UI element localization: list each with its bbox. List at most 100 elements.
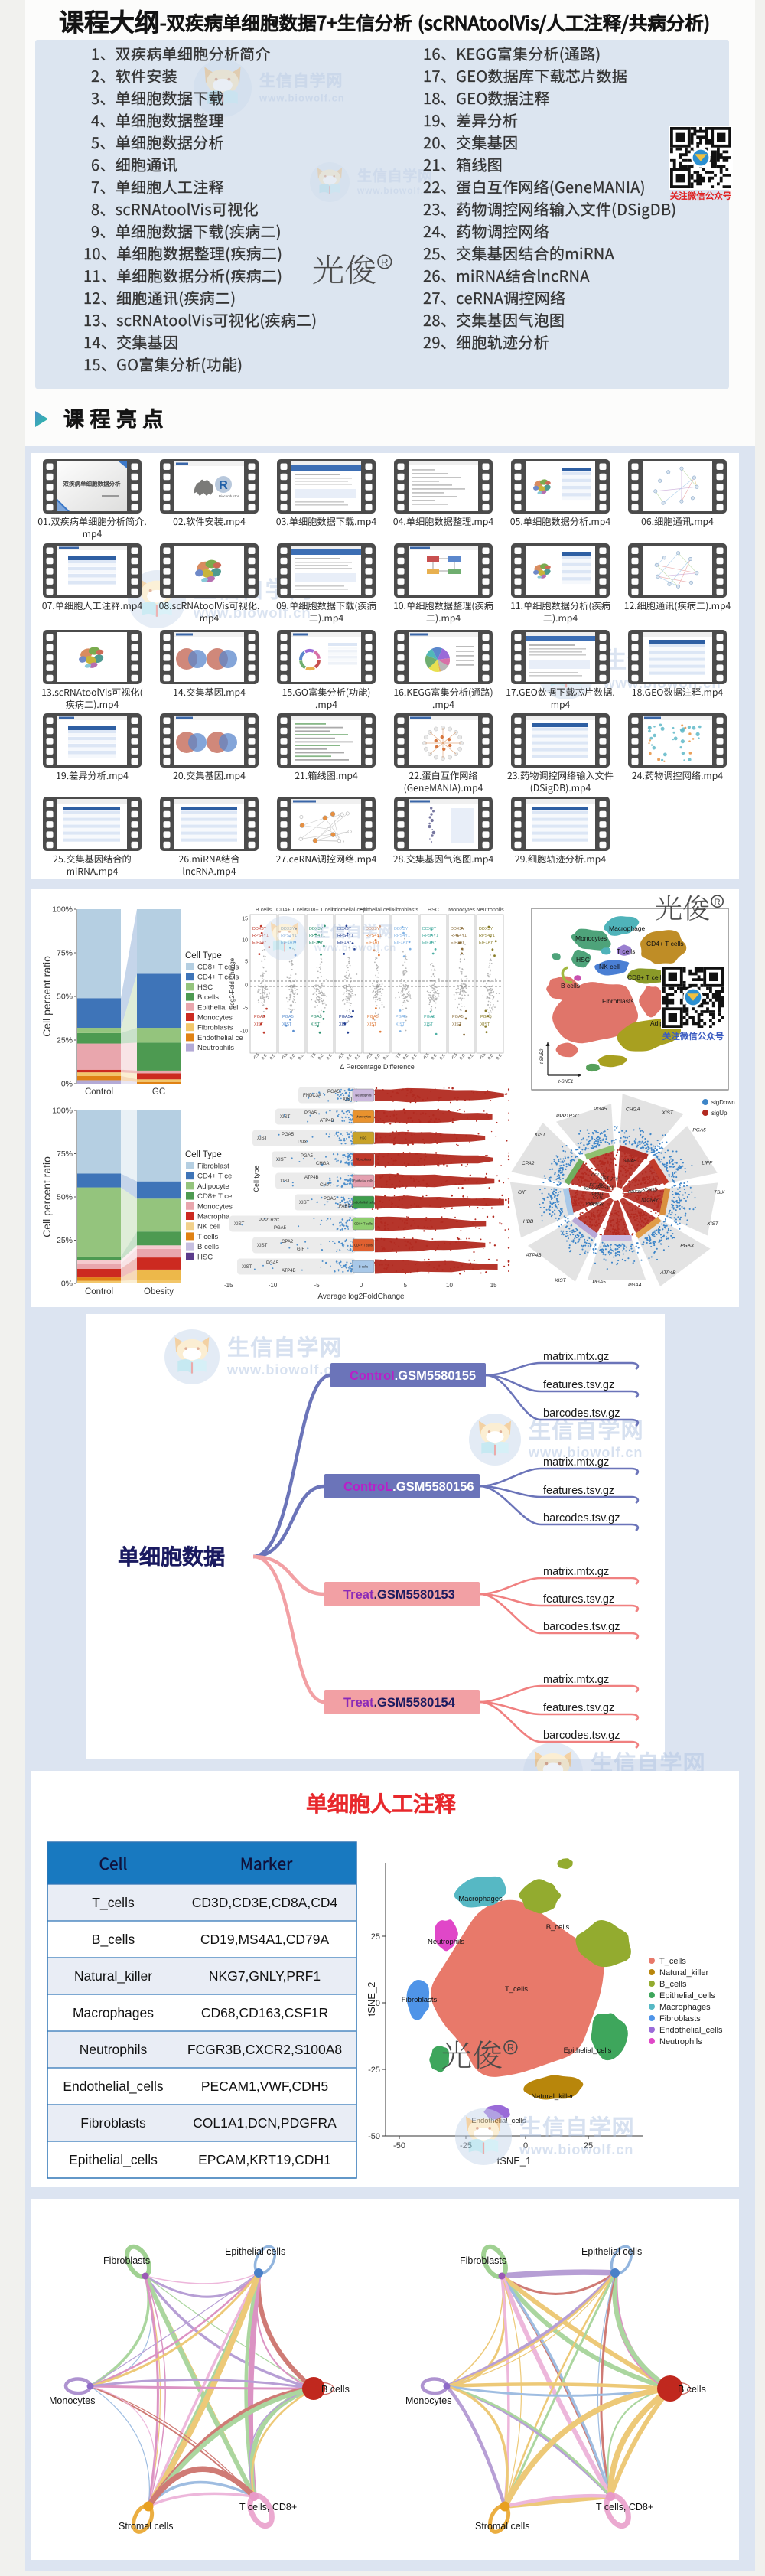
svg-text:features.tsv.gz: features.tsv.gz bbox=[543, 1485, 614, 1497]
svg-text:Fibroblasts: Fibroblasts bbox=[103, 2255, 150, 2266]
svg-text:CCL17: CCL17 bbox=[591, 1173, 605, 1178]
svg-text:XIST: XIST bbox=[480, 1022, 490, 1027]
svg-text:PGA5: PGA5 bbox=[327, 1090, 340, 1094]
svg-text:R: R bbox=[381, 256, 389, 268]
svg-text:Treat.GSM5580154: Treat.GSM5580154 bbox=[343, 1696, 456, 1710]
svg-text:PPP1R2C: PPP1R2C bbox=[556, 1114, 579, 1119]
svg-text:Endothelial cells: Endothelial cells bbox=[352, 1201, 375, 1205]
svg-text:barcodes.tsv.gz: barcodes.tsv.gz bbox=[543, 1407, 620, 1420]
svg-text:-0.5: -0.5 bbox=[422, 1052, 431, 1061]
svg-text:5: 5 bbox=[404, 1282, 408, 1289]
svg-text:TSIX: TSIX bbox=[297, 1140, 307, 1145]
svg-text:FABP4: FABP4 bbox=[339, 1205, 353, 1209]
svg-text:RPS4Y1: RPS4Y1 bbox=[252, 934, 269, 938]
svg-text:Epithelial cells: Epithelial cells bbox=[360, 906, 395, 913]
svg-text:PGA5: PGA5 bbox=[324, 1197, 337, 1202]
svg-text:Control: Control bbox=[85, 1087, 113, 1097]
svg-text:sigDown: sigDown bbox=[711, 1099, 735, 1106]
svg-text:-10: -10 bbox=[269, 1282, 278, 1289]
svg-text:DDX3Y: DDX3Y bbox=[337, 927, 352, 931]
svg-text:T cells: T cells bbox=[197, 1233, 219, 1241]
svg-text:0: 0 bbox=[523, 2141, 528, 2150]
svg-text:Epithelial cells: Epithelial cells bbox=[353, 1179, 374, 1183]
svg-text:PECAM1,VWF,CDH5: PECAM1,VWF,CDH5 bbox=[201, 2079, 328, 2094]
svg-text:B cells: B cells bbox=[561, 982, 580, 990]
svg-text:ControL.GSM5580156: ControL.GSM5580156 bbox=[343, 1480, 474, 1494]
svg-text:PGA5: PGA5 bbox=[452, 1015, 464, 1019]
svg-text:matrix.mtx.gz: matrix.mtx.gz bbox=[543, 1674, 609, 1686]
svg-text:Fibroblasts: Fibroblasts bbox=[460, 2255, 506, 2266]
svg-text:PGA5: PGA5 bbox=[592, 1280, 606, 1285]
svg-text:www.biowolf.cn: www.biowolf.cn bbox=[528, 1445, 643, 1460]
svg-text:B_cells: B_cells bbox=[92, 1932, 135, 1948]
svg-text:RPS4Y1: RPS4Y1 bbox=[366, 934, 382, 938]
svg-text:R: R bbox=[715, 898, 721, 907]
svg-text:100%: 100% bbox=[52, 905, 73, 915]
svg-text:Neutrophils: Neutrophils bbox=[80, 2042, 148, 2057]
svg-text:Monocytes: Monocytes bbox=[197, 1014, 233, 1022]
svg-text:EIF1AY: EIF1AY bbox=[479, 941, 493, 945]
svg-text:Endothelial_cells: Endothelial_cells bbox=[63, 2079, 164, 2095]
svg-text:www.biowolf.cn: www.biowolf.cn bbox=[519, 2142, 633, 2157]
svg-text:RPS4Y1: RPS4Y1 bbox=[586, 1202, 602, 1206]
svg-text:XIST: XIST bbox=[661, 1110, 673, 1116]
svg-text:PGA5: PGA5 bbox=[274, 1226, 287, 1231]
svg-text:-0.5: -0.5 bbox=[479, 1052, 487, 1061]
svg-text:-0.5: -0.5 bbox=[281, 1052, 289, 1061]
svg-text:Fibroblasts: Fibroblasts bbox=[659, 2014, 701, 2023]
svg-text:Bioconductor: Bioconductor bbox=[219, 494, 239, 498]
svg-text:B cells: B cells bbox=[359, 1265, 368, 1269]
svg-text:RPS4Y1: RPS4Y1 bbox=[337, 934, 353, 938]
svg-text:10: 10 bbox=[242, 938, 248, 944]
svg-text:-0.5: -0.5 bbox=[451, 1052, 459, 1061]
svg-text:Control: Control bbox=[85, 1287, 113, 1296]
svg-text:Monocytes: Monocytes bbox=[448, 906, 475, 913]
svg-text:0.5: 0.5 bbox=[439, 1054, 447, 1061]
svg-text:CHGA: CHGA bbox=[316, 1162, 329, 1166]
svg-text:XIST: XIST bbox=[280, 1115, 291, 1120]
svg-text:EPCAM,KRT19,CDH1: EPCAM,KRT19,CDH1 bbox=[198, 2152, 331, 2167]
svg-text:50%: 50% bbox=[57, 993, 73, 1002]
svg-text:T cells: T cells bbox=[617, 947, 635, 955]
svg-text:NK cell: NK cell bbox=[599, 963, 620, 970]
svg-text:0.5: 0.5 bbox=[496, 1054, 503, 1061]
svg-text:GIF: GIF bbox=[518, 1190, 527, 1195]
svg-text:matrix.mtx.gz: matrix.mtx.gz bbox=[543, 1456, 609, 1469]
svg-text:-25: -25 bbox=[368, 2066, 380, 2075]
svg-text:0.5: 0.5 bbox=[467, 1054, 475, 1061]
svg-text:PGA5: PGA5 bbox=[282, 1133, 295, 1137]
svg-text:ATP4B: ATP4B bbox=[525, 1253, 542, 1258]
svg-text:0: 0 bbox=[360, 1282, 363, 1289]
svg-text:Stromal cells: Stromal cells bbox=[475, 2521, 530, 2532]
svg-text:0: 0 bbox=[376, 1999, 380, 2008]
svg-text:XIST: XIST bbox=[299, 1201, 310, 1205]
svg-text:Monocytes: Monocytes bbox=[197, 1202, 233, 1211]
svg-text:PGA5: PGA5 bbox=[304, 1111, 317, 1116]
svg-text:XIST: XIST bbox=[254, 1022, 264, 1027]
svg-text:-5: -5 bbox=[314, 1282, 321, 1289]
svg-text:10: 10 bbox=[446, 1282, 453, 1289]
svg-text:CD8+ T cell: CD8+ T cell bbox=[627, 973, 661, 981]
svg-text:CPA2: CPA2 bbox=[522, 1161, 535, 1166]
svg-text:T cells, CD8+: T cells, CD8+ bbox=[596, 2502, 653, 2512]
svg-text:EIF1AY: EIF1AY bbox=[451, 941, 465, 945]
svg-text:Neutrophils: Neutrophils bbox=[476, 906, 504, 913]
svg-text:RPS4Y1: RPS4Y1 bbox=[597, 1185, 614, 1190]
svg-text:Cell type: Cell type bbox=[252, 1165, 260, 1192]
svg-text:EIF1AY: EIF1AY bbox=[422, 941, 437, 945]
svg-text:-50: -50 bbox=[393, 2141, 405, 2150]
svg-text:HSC: HSC bbox=[360, 1136, 367, 1140]
svg-text:XIST: XIST bbox=[311, 1022, 321, 1027]
svg-text:ATP4B: ATP4B bbox=[304, 1176, 319, 1180]
svg-text:TSIX: TSIX bbox=[714, 1190, 725, 1195]
svg-text:Macropha: Macropha bbox=[197, 1213, 230, 1221]
svg-text:PPP1R2C: PPP1R2C bbox=[259, 1218, 280, 1223]
svg-text:CD4+ T cells: CD4+ T cells bbox=[197, 973, 239, 982]
svg-text:features.tsv.gz: features.tsv.gz bbox=[543, 1379, 614, 1391]
svg-text:XIST: XIST bbox=[234, 1222, 245, 1227]
svg-text:0.5: 0.5 bbox=[411, 1054, 418, 1061]
svg-text:RPS4Y1: RPS4Y1 bbox=[422, 934, 438, 938]
svg-text:XIST: XIST bbox=[339, 1022, 349, 1027]
svg-text:T_cells: T_cells bbox=[505, 1985, 528, 1994]
svg-text:75%: 75% bbox=[57, 949, 73, 958]
